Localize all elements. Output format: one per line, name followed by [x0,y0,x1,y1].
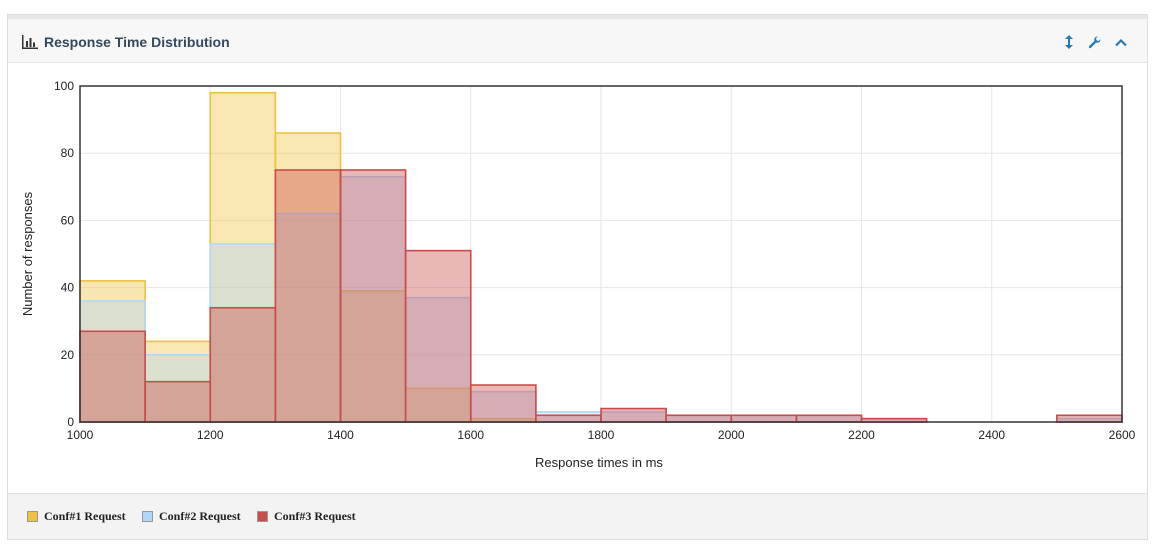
series-1 [79,91,537,423]
y-tick-label: 0 [67,415,74,429]
x-tick-label: 2600 [1109,428,1136,442]
legend-label-conf3: Conf#3 Request [274,509,356,523]
axes: 1000 1200 1400 1600 1800 2000 2200 2400 2600 0 20 4… [54,79,1136,442]
histogram-bar[interactable] [79,330,146,423]
panel-title: Response Time Distribution [44,34,230,50]
panel-heading: Response Time Distribution [8,19,1147,63]
histogram-bar[interactable] [144,353,212,423]
histogram-chart: 1000 1200 1400 1600 1800 2000 2200 2400 2600 0 20 4… [20,79,1136,470]
histogram-bar[interactable] [339,169,407,423]
y-tick-label: 60 [61,213,75,227]
histogram-bar[interactable] [339,290,407,423]
x-tick-label: 1800 [588,428,615,442]
histogram-bar[interactable] [1056,414,1123,423]
y-tick-label: 100 [54,79,74,93]
histogram-bar[interactable] [795,414,863,423]
y-tick-label: 40 [61,281,75,295]
x-tick-label: 1000 [67,428,94,442]
histogram-bar[interactable] [535,414,602,423]
histogram-bar[interactable] [469,390,537,423]
x-tick-label: 1400 [327,428,354,442]
histogram-bar[interactable] [209,91,277,423]
legend-item-conf2[interactable]: Conf#2 Request [142,509,241,524]
legend-swatch-conf1 [27,511,38,522]
histogram-bar[interactable] [404,296,472,423]
x-tick-label: 1200 [197,428,224,442]
legend-swatch-conf3 [257,511,268,522]
histogram-bar[interactable] [665,414,733,423]
resize-vertical-icon[interactable] [1061,33,1077,51]
chevron-up-icon[interactable] [1113,33,1129,51]
legend-item-conf1[interactable]: Conf#1 Request [27,509,126,524]
wrench-icon[interactable] [1086,33,1102,51]
x-tick-label: 2000 [718,428,745,442]
histogram-bar[interactable] [79,280,146,423]
plot-border [79,85,1123,423]
x-tick-label: 2400 [978,428,1005,442]
histogram-bar[interactable] [404,249,472,423]
legend-label-conf1: Conf#1 Request [44,509,126,523]
legend-swatch-conf2 [142,511,153,522]
x-axis-title: Response times in ms [535,455,663,470]
histogram-bar[interactable] [600,407,667,423]
panel-top-bar [8,15,1147,19]
y-tick-label: 20 [61,348,75,362]
y-axis-title: Number of responses [20,191,35,316]
legend: Conf#1 Request Conf#2 Request Conf#3 Req… [8,493,1147,539]
histogram-bar[interactable] [144,380,212,423]
histogram-bar[interactable] [730,414,798,423]
response-time-panel: Response Time Distribution 1000 1200 1400 1… [7,14,1148,540]
y-tick-label: 80 [61,146,75,160]
histogram-bar[interactable] [274,169,342,423]
x-tick-label: 1600 [457,428,484,442]
legend-item-conf3[interactable]: Conf#3 Request [257,509,356,524]
bar-chart-icon [22,35,38,49]
histogram-bar[interactable] [469,384,537,423]
legend-label-conf2: Conf#2 Request [159,509,241,523]
x-tick-label: 2200 [848,428,875,442]
histogram-bar[interactable] [209,306,277,423]
